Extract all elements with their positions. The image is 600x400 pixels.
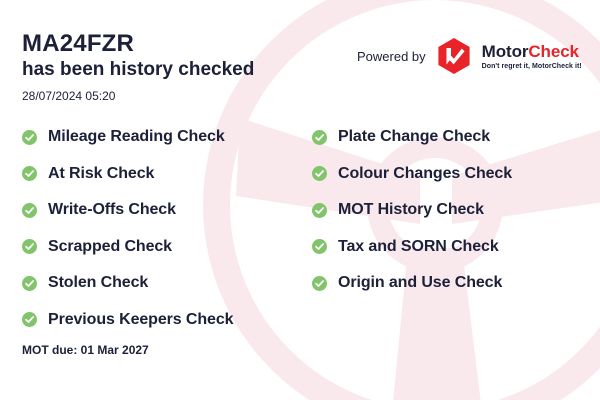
mot-due-date: MOT due: 01 Mar 2027 bbox=[22, 343, 149, 357]
powered-by-label: Powered by bbox=[357, 48, 426, 64]
green-check-circle-icon bbox=[312, 239, 327, 255]
card-header: MA24FZR has been history checked 28/07/2… bbox=[22, 30, 254, 103]
check-item: MOT History Check bbox=[312, 192, 582, 229]
green-check-circle-icon bbox=[22, 275, 37, 291]
check-item: Origin and Use Check bbox=[312, 265, 582, 302]
motorcheck-hexagon-logo-icon bbox=[438, 38, 470, 74]
green-check-circle-icon bbox=[312, 202, 327, 218]
wordmark-check: Check bbox=[528, 41, 579, 61]
check-item-label: At Risk Check bbox=[48, 164, 155, 182]
brand-tagline: Don't regret it, MotorCheck it! bbox=[481, 62, 582, 70]
motorcheck-wordmark: MotorCheck Don't regret it, MotorCheck i… bbox=[482, 43, 582, 70]
wordmark-motor: Motor bbox=[481, 41, 529, 61]
check-item: At Risk Check bbox=[22, 156, 312, 193]
check-column-right: Plate Change Check Colour Changes Check … bbox=[312, 119, 582, 338]
history-check-list: Mileage Reading Check At Risk Check Writ… bbox=[22, 119, 582, 338]
check-item-label: Plate Change Check bbox=[338, 128, 491, 146]
check-item-label: MOT History Check bbox=[338, 201, 484, 219]
check-item-label: Stolen Check bbox=[48, 274, 149, 292]
check-item: Stolen Check bbox=[22, 265, 312, 302]
check-item: Plate Change Check bbox=[312, 119, 582, 156]
check-item-label: Tax and SORN Check bbox=[338, 237, 499, 255]
check-item: Previous Keepers Check bbox=[22, 302, 312, 339]
check-item-label: Write-Offs Check bbox=[48, 201, 176, 219]
registration-number: MA24FZR bbox=[22, 30, 135, 57]
check-item: Mileage Reading Check bbox=[22, 119, 312, 156]
green-check-circle-icon bbox=[22, 239, 37, 255]
check-item-label: Mileage Reading Check bbox=[48, 128, 225, 146]
green-check-circle-icon bbox=[22, 166, 37, 182]
green-check-circle-icon bbox=[22, 312, 37, 328]
green-check-circle-icon bbox=[312, 166, 327, 182]
wordmark-text: MotorCheck bbox=[482, 43, 582, 60]
check-item: Scrapped Check bbox=[22, 229, 312, 266]
check-timestamp: 28/07/2024 05:20 bbox=[22, 89, 116, 104]
check-column-left: Mileage Reading Check At Risk Check Writ… bbox=[22, 119, 312, 338]
green-check-circle-icon bbox=[312, 129, 327, 145]
check-item: Colour Changes Check bbox=[312, 156, 582, 193]
check-item-label: Origin and Use Check bbox=[338, 274, 503, 292]
check-item: Write-Offs Check bbox=[22, 192, 312, 229]
powered-by-brand: Powered by MotorCheck Don't regret it, M… bbox=[357, 36, 582, 76]
green-check-circle-icon bbox=[22, 129, 37, 145]
check-item: Tax and SORN Check bbox=[312, 229, 582, 266]
green-check-circle-icon bbox=[312, 275, 327, 291]
check-item-label: Previous Keepers Check bbox=[48, 310, 234, 328]
page-title: has been history checked bbox=[22, 59, 255, 81]
green-check-circle-icon bbox=[22, 202, 37, 218]
card-footer: MOT due: 01 Mar 2027 bbox=[22, 343, 149, 357]
check-item-label: Scrapped Check bbox=[48, 237, 172, 255]
check-item-label: Colour Changes Check bbox=[338, 164, 513, 182]
